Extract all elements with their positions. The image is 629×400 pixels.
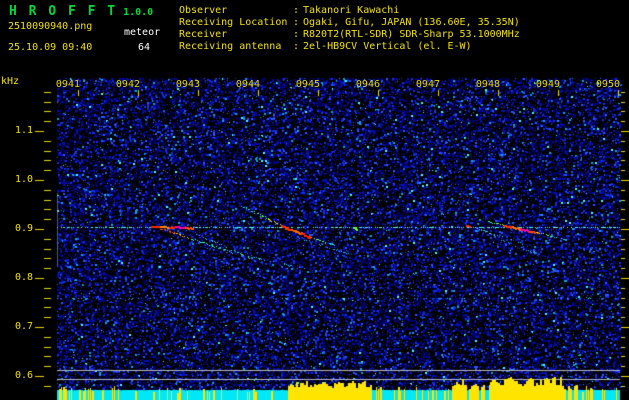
y-tick-label: 0.8: [14, 272, 33, 283]
x-tick-label: 0941: [55, 79, 80, 90]
app-version: 1.0.0: [123, 7, 154, 18]
app-title-text: H R O F F T: [9, 4, 118, 19]
info-value: 2el-HB9CV Vertical (el. E-W): [303, 41, 472, 52]
info-label: Receiving antenna: [179, 41, 282, 52]
x-tick-label: 0944: [235, 79, 260, 90]
info-value: R820T2(RTL-SDR) SDR-Sharp 53.1000MHz: [303, 29, 520, 40]
x-tick-label: 0950: [595, 79, 620, 90]
echo-count: 64: [138, 42, 151, 53]
x-tick-label: 0946: [355, 79, 380, 90]
info-separator: :: [293, 29, 300, 40]
y-tick-label: 0.6: [14, 370, 33, 381]
info-row-receiver: Receiver: R820T2(RTL-SDR) SDR-Sharp 53.10…: [179, 29, 520, 41]
mode-label: meteor: [124, 27, 161, 38]
station-info: Observer: Takanori Kawachi Receiving Loca…: [179, 5, 520, 53]
x-tick-label: 0949: [535, 79, 560, 90]
info-separator: :: [293, 41, 300, 52]
info-row-location: Receiving Location: Ogaki, Gifu, JAPAN (1…: [179, 17, 520, 29]
output-filename: 2510090940.png: [8, 21, 93, 32]
info-separator: :: [293, 17, 300, 28]
info-row-observer: Observer: Takanori Kawachi: [179, 5, 520, 17]
info-separator: :: [293, 5, 300, 16]
x-tick-label: 0942: [115, 79, 140, 90]
y-axis-unit-label: kHz: [1, 76, 20, 87]
x-tick-label: 0947: [415, 79, 440, 90]
datetime-label: 25.10.09 09:40: [8, 42, 93, 53]
x-tick-label: 0943: [175, 79, 200, 90]
info-label: Receiver: [179, 29, 228, 40]
y-tick-label: 0.9: [14, 223, 33, 234]
info-label: Receiving Location: [179, 17, 288, 28]
x-tick-label: 0945: [295, 79, 320, 90]
info-value: Takanori Kawachi: [303, 5, 400, 16]
y-tick-label: 0.7: [14, 321, 33, 332]
app-title: H R O F F T 1.0.0: [9, 4, 153, 19]
y-tick-label: 1.0: [14, 174, 33, 185]
info-label: Observer: [179, 5, 228, 16]
y-tick-label: 1.1: [14, 125, 33, 136]
info-row-antenna: Receiving antenna:2el-HB9CV Vertical (el…: [179, 41, 520, 53]
info-value: Ogaki, Gifu, JAPAN (136.60E, 35.35N): [303, 17, 520, 28]
x-tick-label: 0948: [475, 79, 500, 90]
